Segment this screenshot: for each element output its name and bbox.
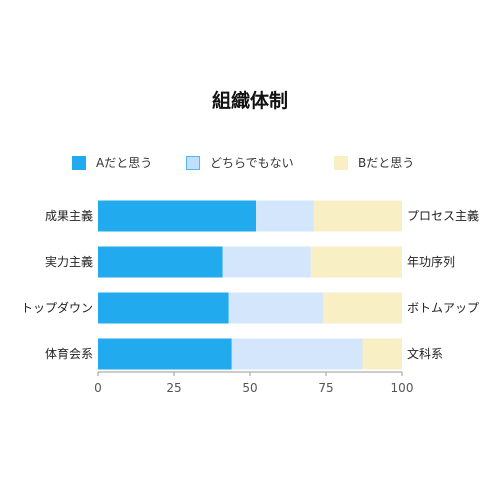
legend-label-neutral: どちらでもない bbox=[210, 156, 294, 170]
legend: Aだと思う どちらでもない Bだと思う bbox=[0, 154, 500, 174]
right-category-label: 文科系 bbox=[407, 346, 443, 361]
bar-segment-3-2 bbox=[362, 338, 402, 370]
x-tick-label: 100 bbox=[391, 381, 414, 395]
bar-segment-2-2 bbox=[322, 292, 402, 324]
left-category-label: 体育会系 bbox=[45, 346, 93, 361]
legend-item-neutral: どちらでもない bbox=[186, 154, 294, 171]
left-category-label: トップダウン bbox=[21, 300, 93, 315]
bar-segment-0-1 bbox=[256, 200, 314, 232]
bar-segment-2-1 bbox=[228, 292, 323, 324]
chart-title: 組織体制 bbox=[211, 90, 288, 112]
bar-segment-1-1 bbox=[222, 246, 311, 278]
left-category-label: 成果主義 bbox=[45, 208, 93, 223]
legend-swatch-b bbox=[334, 155, 348, 170]
bar-segment-1-0 bbox=[98, 246, 223, 278]
legend-item-a: Aだと思う bbox=[72, 154, 152, 171]
bar-segment-3-1 bbox=[231, 338, 363, 370]
x-tick-label: 0 bbox=[94, 381, 102, 395]
left-category-label: 実力主義 bbox=[45, 254, 93, 269]
x-tick-label: 50 bbox=[242, 381, 257, 395]
legend-label-a: Aだと思う bbox=[96, 156, 153, 170]
right-category-label: ボトムアップ bbox=[407, 301, 479, 315]
bar-segment-1-2 bbox=[310, 246, 402, 278]
bar-segment-0-0 bbox=[98, 200, 257, 232]
x-tick-label: 75 bbox=[318, 381, 333, 395]
x-tick-label: 25 bbox=[166, 381, 181, 395]
bar-segment-0-2 bbox=[313, 200, 402, 232]
legend-label-b: Bだと思う bbox=[358, 156, 415, 170]
right-category-label: 年功序列 bbox=[407, 254, 455, 269]
bar-segment-2-0 bbox=[98, 292, 229, 324]
legend-swatch-neutral bbox=[186, 155, 200, 170]
legend-item-b: Bだと思う bbox=[334, 154, 414, 171]
legend-swatch-a bbox=[72, 155, 86, 170]
right-category-label: プロセス主義 bbox=[407, 208, 479, 223]
bar-segment-3-0 bbox=[98, 338, 232, 370]
